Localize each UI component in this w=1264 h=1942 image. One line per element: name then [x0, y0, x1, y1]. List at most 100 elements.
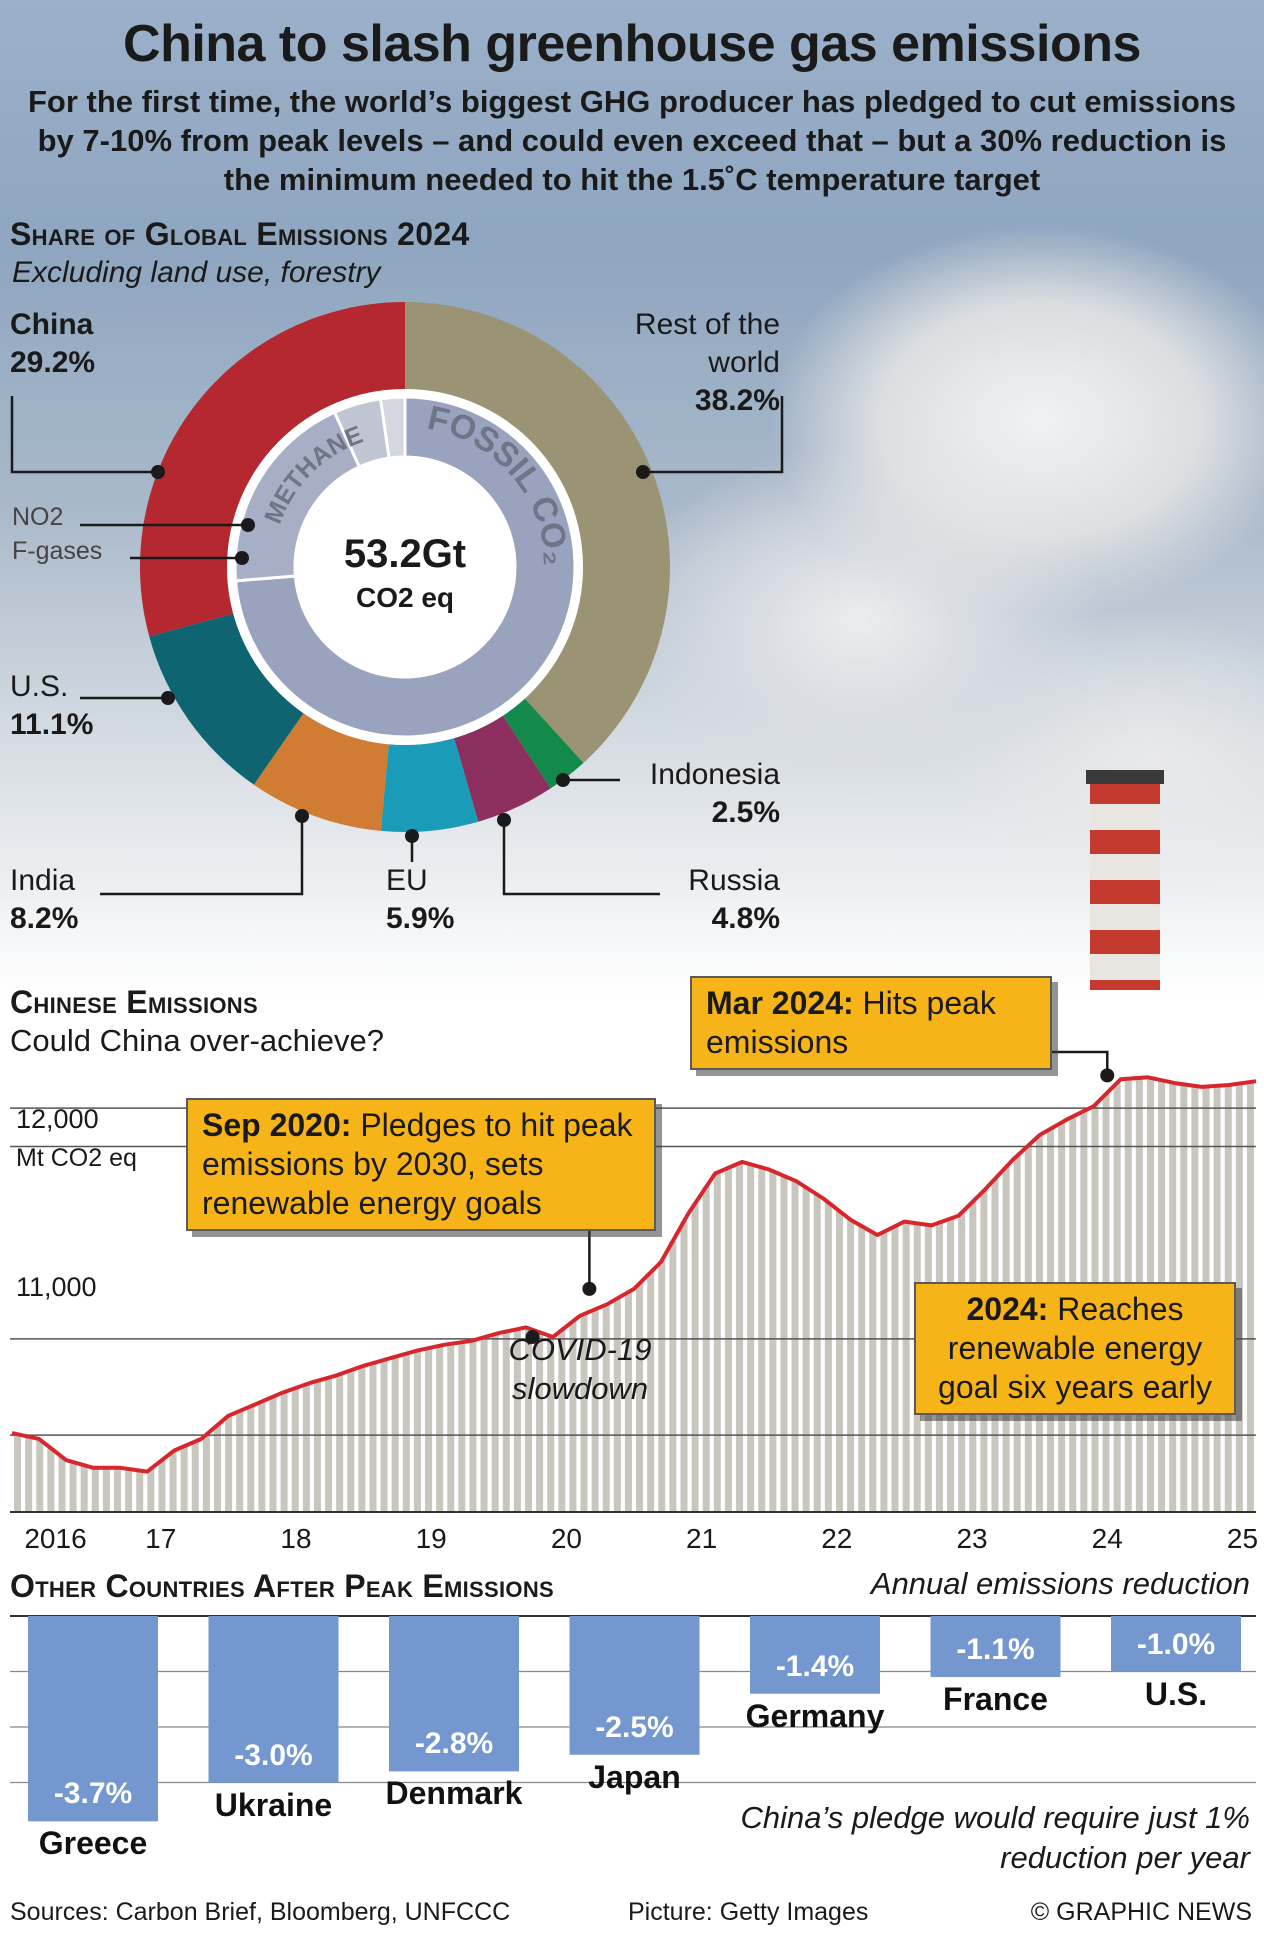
area-stripe [202, 1434, 210, 1512]
label-russia: Russia 4.8% [560, 862, 780, 938]
area-stripe [114, 1467, 122, 1512]
area-stripe [1246, 1081, 1254, 1512]
x-tick-label: 20 [551, 1523, 582, 1554]
area-stripe [247, 1406, 255, 1512]
bar-category-label: Japan [588, 1758, 681, 1795]
area-stripe [780, 1175, 788, 1512]
callout-mar-2024-label: Mar 2024: [706, 985, 854, 1021]
bar-germany [750, 1616, 880, 1694]
label-no2: NO2 [12, 503, 64, 531]
area-stripe [269, 1396, 277, 1512]
bar-value-label: -1.1% [956, 1633, 1035, 1667]
area-stripe [724, 1167, 732, 1512]
area-stripe [502, 1331, 510, 1512]
bar-value-label: -2.8% [414, 1727, 494, 1761]
area-stripe [258, 1401, 266, 1512]
area-stripe [736, 1163, 744, 1512]
area-stripe [325, 1377, 333, 1512]
emissions-line [11, 1075, 1257, 1474]
callout-sep-2020-text: Pledges to hit peak emissions by 2030, s… [202, 1107, 633, 1221]
label-eu-name: EU [386, 864, 428, 897]
area-stripe [313, 1380, 321, 1512]
area-stripe [169, 1451, 177, 1512]
callout-mar-2024-text: Hits peak emissions [706, 985, 996, 1060]
label-indonesia: Indonesia 2.5% [560, 756, 780, 832]
area-stripe [891, 1226, 899, 1512]
area-stripe [291, 1388, 299, 1512]
leader-russia [502, 820, 660, 896]
area-stripe [691, 1203, 699, 1512]
area-stripe [347, 1370, 355, 1512]
area-stripe [25, 1436, 33, 1512]
area-stripe [847, 1219, 855, 1512]
area-stripe [280, 1392, 288, 1512]
area-stripe [125, 1468, 133, 1512]
donut-slice-india [253, 713, 389, 831]
area-stripe [802, 1187, 810, 1512]
inner-ring-f-gases [378, 395, 407, 460]
area-subtitle: Could China over-achieve? [10, 1023, 384, 1058]
area-stripe [713, 1172, 721, 1512]
area-stripe [769, 1171, 777, 1512]
donut-slice-u-s- [149, 613, 304, 785]
area-stripe [791, 1180, 799, 1512]
page-title: China to slash greenhouse gas emissions [123, 15, 1141, 73]
area-stripe [647, 1272, 655, 1512]
area-stripe [47, 1448, 55, 1512]
bar-value-label: -2.5% [595, 1710, 674, 1744]
label-gases: NO2 F-gases [12, 500, 102, 568]
area-stripe [91, 1467, 99, 1512]
area-stripe [158, 1460, 166, 1512]
bar-denmark [389, 1616, 519, 1772]
donut-slice-indonesia [502, 698, 584, 789]
bar-japan [569, 1616, 700, 1755]
callout-mar-2024: Mar 2024: Hits peak emissions [690, 976, 1052, 1070]
donut-center [297, 459, 513, 675]
area-stripe [69, 1462, 77, 1512]
bar-france [930, 1616, 1061, 1678]
x-tick-label: 17 [145, 1523, 176, 1554]
bar-category-label: Greece [38, 1825, 148, 1862]
x-tick-label: 24 [1092, 1523, 1123, 1554]
label-fgases: F-gases [12, 537, 103, 565]
bar-category-label: Denmark [385, 1775, 523, 1812]
area-stripe [624, 1292, 632, 1512]
bar-category-label: Germany [745, 1697, 885, 1734]
label-rest-of-world: Rest of the world 38.2% [560, 306, 780, 420]
area-stripe [413, 1350, 421, 1512]
label-eu-value: 5.9% [386, 902, 455, 935]
label-russia-name: Russia [688, 864, 780, 897]
callout-2024-text: Reaches renewable energy goal six years … [938, 1291, 1212, 1405]
label-india: India 8.2% [10, 862, 78, 938]
bar-value-label: -1.4% [775, 1649, 855, 1683]
chimney [1090, 780, 1160, 990]
area-stripe [824, 1202, 832, 1512]
donut-center-value: 53.2Gt [343, 532, 467, 576]
label-indonesia-value: 2.5% [711, 796, 780, 829]
label-us: U.S. 11.1% [10, 668, 93, 744]
area-stripe [425, 1348, 433, 1512]
area-stripe [902, 1221, 910, 1512]
label-us-name: U.S. [10, 670, 69, 703]
area-stripe [225, 1415, 233, 1512]
area-stripe [880, 1231, 888, 1512]
label-china-name: China [10, 308, 94, 341]
callout-sep-2020: Sep 2020: Pledges to hit peak emissions … [186, 1098, 656, 1231]
bar-value-label: -1.0% [1136, 1627, 1216, 1661]
area-title: Chinese Emissions [10, 984, 258, 1020]
area-stripe [380, 1359, 388, 1512]
area-stripe [191, 1441, 199, 1512]
y-axis-label: Mt CO2 eq [16, 1144, 137, 1172]
area-stripe [80, 1465, 88, 1512]
label-india-value: 8.2% [10, 902, 79, 935]
bar-category-label: U.S. [1144, 1675, 1208, 1712]
area-stripe [524, 1328, 532, 1512]
area-stripe [458, 1342, 466, 1512]
area-stripe [591, 1309, 599, 1512]
bar-greece [28, 1616, 158, 1822]
area-stripe [613, 1298, 621, 1512]
area-stripe [869, 1232, 877, 1512]
chimney-top [1086, 770, 1164, 784]
x-tick-label: 18 [280, 1523, 311, 1554]
area-stripe [147, 1468, 155, 1512]
